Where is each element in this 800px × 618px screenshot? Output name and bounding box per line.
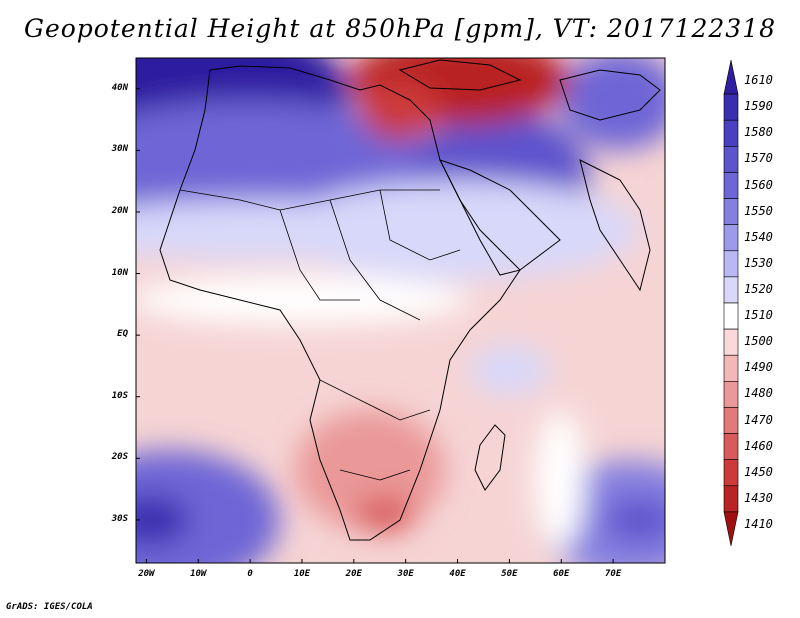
- madagascar-coast: [474, 424, 506, 491]
- colorbar-level: 1590: [744, 99, 773, 114]
- colorbar-level: 1520: [744, 281, 773, 296]
- map-title: Geopotential Height at 850hPa [gpm], VT:…: [23, 14, 777, 43]
- colorbar-level: 1490: [744, 360, 773, 375]
- lat-label: 10S: [111, 390, 128, 401]
- border-central: [329, 199, 421, 321]
- colorbar-level: 1450: [744, 464, 773, 479]
- colorbar-swatch: [723, 276, 739, 304]
- colorbar-level: 1480: [744, 386, 773, 401]
- lon-label: 40E: [449, 569, 466, 579]
- high-asia: [560, 58, 665, 150]
- colorbar-swatch: [723, 224, 739, 252]
- border-south-central: [319, 379, 431, 421]
- lon-label: 50E: [501, 569, 518, 579]
- colorbar-swatch: [723, 354, 739, 382]
- border-south: [339, 469, 411, 481]
- colorbar-level: 1540: [744, 229, 773, 244]
- low-turkey-tail: [360, 80, 440, 140]
- lat-label: 20N: [111, 205, 128, 216]
- africa-coast: [159, 65, 522, 541]
- india-coast: [579, 159, 651, 292]
- lat-label: EQ: [117, 329, 128, 340]
- lon-label: 70E: [604, 569, 622, 579]
- indian-ocean-lavender: [470, 345, 550, 395]
- colorbar-swatch: [723, 302, 739, 330]
- border-east: [379, 189, 461, 261]
- colorbar-level: 1530: [744, 255, 773, 270]
- colorbar-level: 1500: [744, 334, 773, 349]
- border-sahel: [179, 189, 440, 211]
- lat-label: 30N: [111, 144, 128, 155]
- colorbar-level: 1580: [744, 125, 773, 140]
- lat-label: 10N: [111, 267, 128, 278]
- lon-label: 0: [247, 569, 253, 579]
- colorbar-swatch: [723, 407, 739, 434]
- border-west: [279, 209, 360, 301]
- lon-label: 20E: [345, 569, 362, 579]
- colorbar-swatch: [723, 198, 739, 225]
- high-south-atlantic-core: [136, 495, 190, 545]
- lon-label: 10E: [293, 569, 311, 579]
- country-borders: [179, 189, 461, 481]
- colorbar-swatch: [723, 119, 739, 147]
- coastlines: [159, 59, 661, 541]
- lat-label: 40N: [111, 82, 128, 93]
- colorbar-swatch: [723, 433, 739, 460]
- colorbar-level: 1510: [744, 308, 773, 323]
- colorbar-swatch: [723, 328, 739, 356]
- axis-ticks: [136, 88, 614, 563]
- arabia-coast: [439, 159, 561, 271]
- colorbar-swatch: [723, 250, 739, 278]
- colorbar-swatch: [723, 459, 739, 487]
- high-south-indian-core: [605, 498, 665, 542]
- equatorial-band: [136, 275, 470, 325]
- map-frame: [135, 57, 666, 564]
- turkey-coast: [398, 59, 522, 91]
- colorbar-swatch: [723, 93, 739, 121]
- colorbar-level: 1560: [744, 177, 773, 192]
- central-asia-border: [559, 69, 661, 121]
- colorbar-level: 1610: [744, 73, 773, 88]
- lon-label: 10W: [190, 569, 207, 579]
- lon-label: 30E: [397, 569, 414, 579]
- colorbar-level: 1550: [744, 203, 773, 218]
- grads-credit: GrADS: IGES/COLA: [6, 602, 93, 612]
- white-gap-indian: [535, 410, 585, 550]
- colorbar-level: 1410: [744, 516, 773, 531]
- colorbar-swatch: [723, 381, 739, 408]
- lon-label: 60E: [553, 569, 570, 579]
- low-south-africa-core: [355, 497, 415, 533]
- colorbar-level: 1570: [744, 151, 773, 166]
- colorbar-swatch: [723, 146, 739, 173]
- colorbar-swatch: [723, 485, 739, 513]
- colorbar-swatch: [723, 59, 739, 95]
- band-light-blue: [280, 180, 640, 280]
- colorbar-swatch: [723, 172, 739, 199]
- height-field: [136, 58, 665, 563]
- colorbar-swatch: [723, 511, 739, 547]
- lon-label: 20W: [138, 569, 155, 579]
- lat-label: 20S: [111, 452, 128, 463]
- colorbar-level: 1460: [744, 438, 773, 453]
- lat-label: 30S: [111, 513, 128, 524]
- colorbar-level: 1470: [744, 412, 773, 427]
- colorbar-level: 1430: [744, 490, 773, 505]
